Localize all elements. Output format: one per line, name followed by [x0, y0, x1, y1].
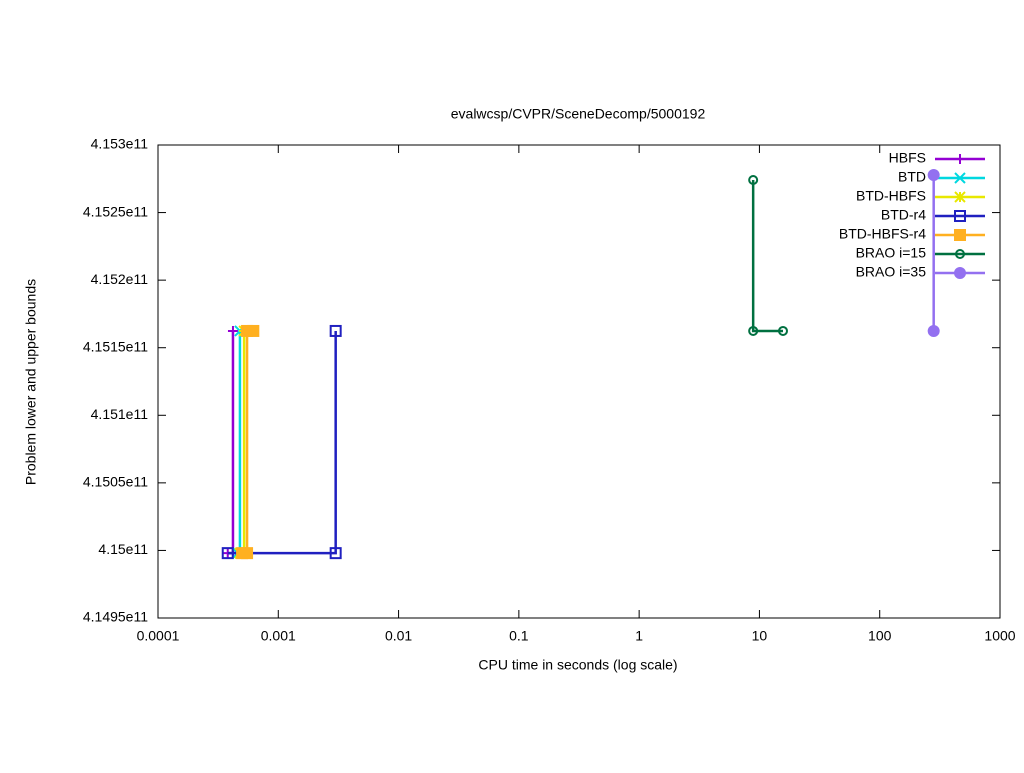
marker [955, 154, 965, 164]
x-axis-label: CPU time in seconds (log scale) [478, 657, 677, 673]
x-tick-label: 1000 [984, 628, 1015, 644]
legend-label: BRAO i=15 [856, 245, 927, 261]
y-tick-label: 4.151e11 [91, 406, 149, 422]
y-tick-label: 4.153e11 [91, 136, 149, 152]
y-tick-label: 4.1495e11 [83, 609, 148, 625]
marker [748, 175, 759, 186]
marker [927, 324, 940, 337]
marker [954, 210, 966, 222]
x-tick-label: 0.0001 [137, 628, 180, 644]
x-tick-label: 1 [635, 628, 643, 644]
y-tick-label: 4.1515e11 [83, 338, 148, 354]
marker [748, 325, 759, 336]
plot-frame [157, 144, 1001, 619]
legend-label: BTD-HBFS-r4 [839, 226, 926, 242]
x-tick-label: 0.001 [261, 628, 296, 644]
series-line [751, 180, 783, 333]
marker [954, 191, 966, 203]
legend-label: BTD-HBFS [856, 188, 926, 204]
legend-label: HBFS [889, 150, 926, 166]
marker [241, 547, 254, 560]
marker [221, 547, 234, 560]
legend-label: BTD-r4 [881, 207, 926, 223]
x-tick-label: 0.01 [385, 628, 412, 644]
marker [227, 325, 238, 336]
marker [954, 229, 966, 241]
x-tick-label: 10 [752, 628, 768, 644]
marker [777, 325, 788, 336]
x-tick-label: 100 [868, 628, 892, 644]
marker [954, 172, 966, 184]
series-line [227, 330, 235, 555]
legend-label: BRAO i=35 [856, 264, 927, 280]
y-tick-label: 4.1525e11 [83, 203, 148, 219]
y-axis-label: Problem lower and upper bounds [23, 279, 39, 485]
marker [955, 249, 965, 259]
legend-label: BTD [898, 169, 926, 185]
series-line [227, 330, 337, 555]
marker [329, 547, 342, 560]
marker [247, 324, 260, 337]
y-tick-label: 4.15e11 [98, 541, 148, 557]
chart-title: evalwcsp/CVPR/SceneDecomp/5000192 [451, 106, 706, 122]
y-tick-label: 4.1505e11 [83, 474, 148, 490]
series-line [237, 330, 242, 555]
x-tick-label: 0.1 [509, 628, 529, 644]
marker [927, 169, 940, 182]
marker [954, 267, 966, 279]
marker [329, 324, 342, 337]
y-tick-label: 4.152e11 [91, 271, 149, 287]
